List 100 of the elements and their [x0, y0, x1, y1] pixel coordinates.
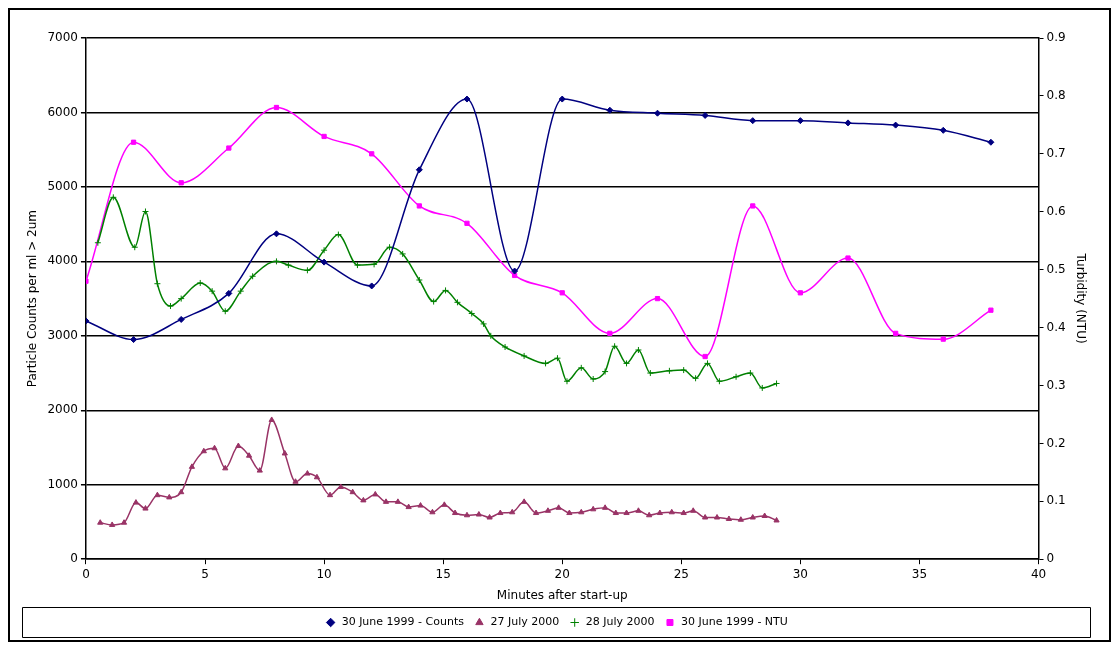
point — [245, 452, 253, 458]
point — [326, 491, 334, 498]
point — [177, 315, 185, 323]
point — [304, 470, 311, 476]
point — [577, 364, 585, 372]
point — [273, 104, 280, 111]
point — [226, 145, 232, 151]
point — [382, 498, 390, 504]
point — [773, 516, 780, 523]
point — [372, 490, 379, 497]
point — [281, 449, 288, 456]
point — [761, 512, 768, 519]
point — [704, 359, 711, 367]
point — [430, 298, 438, 306]
point — [680, 366, 688, 374]
point — [623, 509, 630, 516]
y2-tick-label: 0.8 — [1046, 88, 1066, 103]
point — [749, 117, 757, 125]
y2-tick-label: 0.9 — [1046, 30, 1066, 45]
x-tick-label: 0 — [82, 566, 90, 581]
point — [320, 246, 328, 254]
y-tick-label: 3000 — [47, 327, 78, 342]
point — [417, 502, 424, 508]
point — [221, 307, 229, 315]
y2-tick-label: 0.3 — [1046, 377, 1066, 392]
point — [602, 504, 609, 510]
y-tick-label: 7000 — [47, 30, 78, 45]
legend-label: 28 July 2000 — [585, 615, 655, 629]
point — [590, 505, 597, 512]
point — [987, 138, 995, 146]
point — [178, 180, 184, 186]
point — [141, 207, 149, 215]
x-tick-label: 10 — [316, 566, 332, 581]
point — [521, 498, 528, 504]
y2-tick-label: 0.5 — [1046, 261, 1066, 276]
point — [555, 504, 562, 510]
point — [646, 511, 653, 518]
point — [208, 287, 216, 295]
point — [468, 309, 476, 317]
point — [131, 243, 139, 251]
x-tick-label: 25 — [673, 566, 689, 581]
point — [702, 514, 709, 520]
point — [200, 447, 207, 454]
point — [97, 519, 104, 525]
point — [713, 514, 721, 520]
x-tick-label: 35 — [911, 566, 928, 581]
point — [563, 377, 571, 385]
point — [558, 95, 566, 103]
x-tick-label: 30 — [792, 566, 809, 581]
legend-label: 30 June 1999 - Counts — [341, 615, 465, 629]
point — [353, 261, 361, 269]
point — [166, 493, 173, 500]
point — [501, 343, 509, 351]
point — [369, 151, 375, 157]
point — [589, 375, 597, 383]
point — [487, 332, 495, 340]
point — [606, 106, 614, 114]
point — [292, 478, 299, 484]
y2-tick-label: 0 — [1046, 551, 1055, 566]
point — [797, 290, 803, 296]
point — [337, 483, 344, 489]
point — [451, 509, 459, 516]
point — [844, 119, 852, 127]
point — [368, 282, 376, 290]
point — [249, 272, 257, 280]
y-tick-label: 2000 — [47, 402, 78, 417]
y-axis-title: Particle Counts per ml > 2um — [25, 209, 40, 388]
point — [225, 289, 233, 297]
point — [532, 509, 540, 516]
point — [893, 330, 899, 336]
point — [732, 373, 740, 381]
point — [429, 508, 436, 515]
point — [109, 193, 117, 201]
point — [235, 442, 242, 449]
point — [132, 499, 140, 505]
point — [566, 509, 573, 516]
y2-axis-title: Turbidity (NTU) — [1073, 252, 1088, 344]
x-axis-title: Minutes after start-up — [496, 587, 628, 602]
point — [634, 346, 642, 354]
y-tick-label: 6000 — [47, 104, 78, 119]
point — [166, 302, 174, 310]
point — [109, 521, 116, 527]
x-tick-label: 40 — [1030, 566, 1047, 581]
point — [497, 509, 504, 516]
x-tick-label: 20 — [554, 566, 570, 581]
point — [845, 255, 851, 261]
point — [394, 498, 402, 504]
point — [441, 501, 448, 507]
point — [746, 369, 754, 377]
point — [480, 320, 488, 328]
point — [750, 203, 756, 209]
point — [453, 298, 461, 306]
point — [486, 514, 493, 520]
point — [601, 368, 609, 376]
point — [85, 278, 89, 284]
point — [142, 505, 149, 511]
point — [399, 250, 407, 258]
point — [542, 359, 550, 367]
point — [940, 336, 946, 342]
point — [475, 511, 482, 517]
